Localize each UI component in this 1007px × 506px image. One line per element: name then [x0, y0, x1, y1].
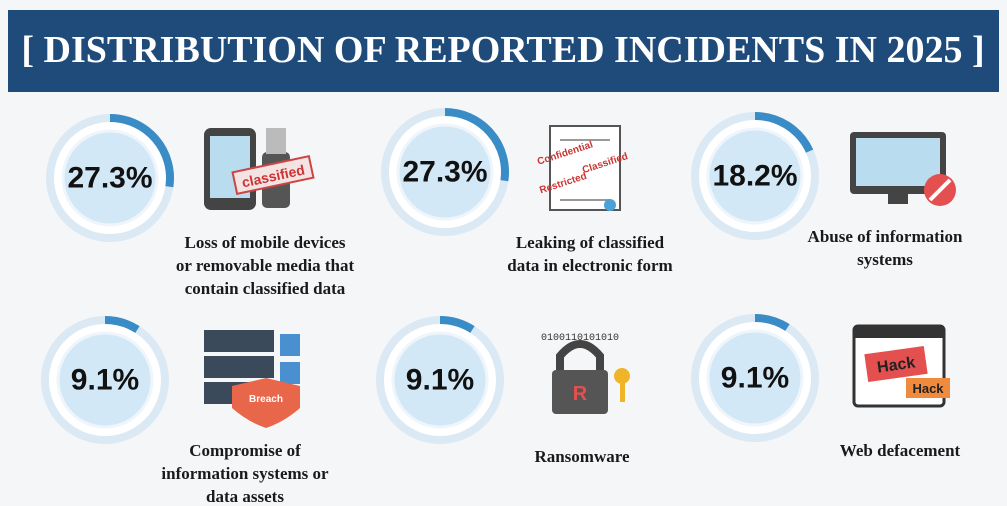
category-label: or removable media that	[176, 256, 355, 275]
icon-text: R	[573, 383, 588, 405]
category-label: information systems or	[161, 464, 329, 483]
value-label: 27.3%	[402, 156, 487, 189]
category-label: systems	[857, 250, 913, 269]
title: [ DISTRIBUTION OF REPORTED INCIDENTS IN …	[21, 29, 984, 71]
category-label: Compromise of	[189, 441, 301, 460]
category-label: contain classified data	[185, 279, 346, 298]
category-label: Abuse of information	[808, 227, 963, 246]
category-label: data assets	[206, 487, 284, 506]
value-label: 9.1%	[721, 362, 789, 395]
category-label: Web defacement	[840, 441, 961, 460]
icon-text: Hack	[912, 381, 944, 396]
category-label: data in electronic form	[507, 256, 672, 275]
icon-documents: Confidential Classified Restricted	[536, 126, 629, 211]
icon-webpage: Hack Hack	[854, 326, 950, 406]
value-label: 18.2%	[712, 160, 797, 193]
value-label: 27.3%	[67, 162, 152, 195]
icon-text: Breach	[249, 394, 283, 405]
value-label: 9.1%	[406, 364, 474, 397]
infographic: [ DISTRIBUTION OF REPORTED INCIDENTS IN …	[0, 0, 1007, 506]
category-label: Ransomware	[534, 447, 630, 466]
category-label: Loss of mobile devices	[184, 233, 345, 252]
value-label: 9.1%	[71, 364, 139, 397]
category-label: Leaking of classified	[516, 233, 665, 252]
